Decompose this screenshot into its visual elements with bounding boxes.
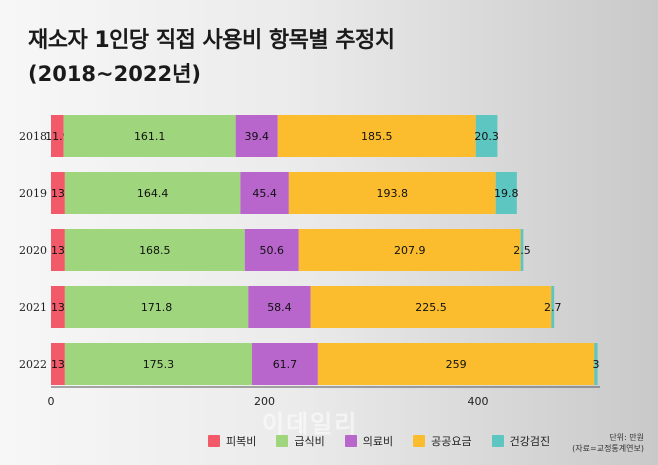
y-tick-label: 2019 (19, 187, 47, 200)
data-label: 13 (51, 358, 65, 371)
y-tick-label: 2022 (19, 358, 47, 371)
source-label: (자료=교정통계연보) (572, 444, 644, 453)
bar-segment (317, 343, 595, 385)
data-label: 19.8 (494, 187, 519, 200)
data-label: 171.8 (141, 301, 173, 314)
bar-segment (594, 343, 598, 385)
data-label: 2.7 (544, 301, 562, 314)
legend-item: 의료비 (344, 433, 394, 449)
chart-subtitle: (2018~2022년) (28, 62, 202, 86)
y-tick-label: 2018 (19, 130, 47, 143)
legend: 피복비 급식비 의료비 공공요금 건강검진 (208, 433, 550, 449)
bar-segment (310, 286, 552, 328)
data-label: 39.4 (244, 130, 269, 143)
legend-swatch (413, 435, 426, 447)
bar-segment (475, 115, 498, 157)
bar-segment (235, 115, 278, 157)
bar-segment (64, 172, 241, 214)
data-label: 164.4 (137, 187, 169, 200)
legend-label: 공공요금 (431, 435, 472, 448)
data-label: 2.5 (513, 244, 531, 257)
legend-item: 피복비 (208, 433, 256, 449)
data-label: 13 (51, 187, 65, 200)
watermark-logo: 이데일리 (262, 410, 359, 438)
bar-segment (51, 229, 65, 271)
data-label: 175.3 (143, 358, 175, 371)
y-tick-label: 2021 (19, 301, 47, 314)
legend-label: 피복비 (226, 435, 257, 448)
bar-segment (51, 286, 65, 328)
legend-item: 건강검진 (491, 433, 551, 449)
bar-segment (551, 286, 555, 328)
legend-item: 급식비 (276, 433, 325, 449)
bar-segment (298, 229, 521, 271)
data-label: 185.5 (361, 130, 393, 143)
x-tick-label: 200 (254, 395, 275, 408)
data-label: 61.7 (273, 358, 298, 371)
bar-segment (63, 115, 236, 157)
unit-label: 단위: 만원 (609, 433, 644, 442)
data-label: 161.1 (134, 130, 166, 143)
legend-label: 건강검진 (509, 435, 551, 448)
legend-item: 공공요금 (413, 433, 472, 449)
bar-segment (51, 115, 64, 157)
bar-segment (520, 229, 524, 271)
chart-title: 재소자 1인당 직접 사용비 항목별 추정치 (28, 28, 395, 53)
data-label: 193.8 (377, 187, 409, 200)
data-label: 225.5 (415, 301, 447, 314)
legend-swatch (491, 435, 504, 447)
bar-segment (240, 172, 289, 214)
data-label: 58.4 (267, 301, 292, 314)
bar-segment (64, 286, 249, 328)
data-label: 11.9 (45, 130, 70, 143)
legend-swatch (208, 435, 220, 447)
unit-note: 단위: 만원 (자료=교정통계연보) (572, 432, 644, 454)
bar-segment (248, 286, 311, 328)
data-label: 207.9 (394, 244, 426, 257)
data-label: 13 (51, 301, 65, 314)
data-label: 20.3 (474, 130, 499, 143)
x-tick-label: 400 (468, 395, 489, 408)
data-label: 168.5 (139, 244, 171, 257)
bar-segment (252, 343, 318, 385)
bar-segment (64, 343, 253, 385)
legend-label: 급식비 (294, 435, 325, 448)
data-label: 259 (446, 358, 467, 371)
data-label: 13 (51, 244, 65, 257)
legend-label: 의료비 (362, 435, 394, 448)
data-label: 3 (592, 358, 599, 371)
x-tick-label: 0 (48, 395, 55, 408)
y-tick-label: 2020 (19, 244, 47, 257)
bar-segment (495, 172, 517, 214)
bar-segment (64, 229, 245, 271)
data-label: 50.6 (260, 244, 285, 257)
data-label: 45.4 (252, 187, 277, 200)
legend-swatch (276, 435, 289, 447)
bar-segment (277, 115, 476, 157)
bar-segment (51, 343, 65, 385)
bar-segment (51, 172, 65, 214)
bar-segment (288, 172, 496, 214)
bar-segment (244, 229, 299, 271)
legend-swatch (344, 435, 357, 447)
